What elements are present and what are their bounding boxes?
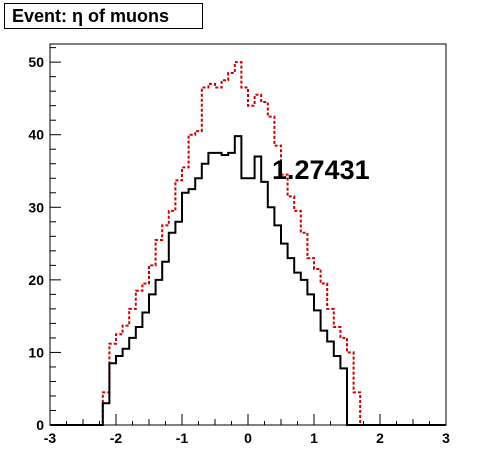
x-tick-label: 1 <box>310 430 318 446</box>
series-dashed-red <box>50 61 446 426</box>
series-layer <box>50 61 446 426</box>
x-tick-label: 3 <box>442 430 450 446</box>
series-solid-black <box>50 135 446 426</box>
x-tick-label: 0 <box>244 430 252 446</box>
annotation-value: 1.27431 <box>272 155 370 185</box>
x-tick-label: -3 <box>44 430 57 446</box>
y-tick-label: 10 <box>28 344 44 360</box>
x-tick-label: 2 <box>376 430 384 446</box>
y-tick-label: 30 <box>28 199 44 215</box>
chart-title: Event: η of muons <box>4 3 203 29</box>
y-tick-label: 20 <box>28 272 44 288</box>
x-tick-label: -1 <box>176 430 189 446</box>
y-tick-label: 0 <box>36 417 44 433</box>
x-tick-label: -2 <box>110 430 123 446</box>
y-tick-label: 40 <box>28 127 44 143</box>
y-tick-label: 50 <box>28 54 44 70</box>
